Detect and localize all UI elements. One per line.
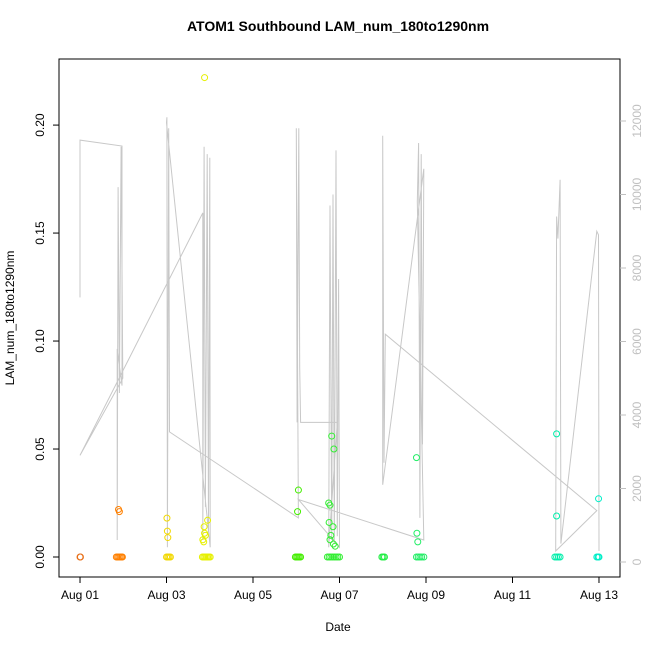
data-point bbox=[201, 529, 209, 537]
data-point bbox=[294, 486, 302, 494]
data-point bbox=[294, 508, 302, 516]
data-point bbox=[163, 514, 171, 522]
x-tick-label: Aug 07 bbox=[320, 588, 358, 602]
y2-tick-label: 12000 bbox=[630, 104, 644, 138]
y-tick-label: 0.05 bbox=[33, 437, 47, 461]
y2-tick-label: 0 bbox=[630, 558, 644, 565]
data-point bbox=[326, 536, 334, 544]
x-tick-label: Aug 13 bbox=[580, 588, 618, 602]
data-point bbox=[164, 534, 172, 542]
data-point bbox=[115, 508, 123, 516]
data-point bbox=[414, 538, 422, 546]
data-line bbox=[79, 117, 600, 553]
data-point bbox=[553, 512, 561, 520]
x-tick-label: Aug 11 bbox=[494, 588, 531, 602]
y-tick-label: 0.20 bbox=[33, 113, 47, 137]
data-point bbox=[331, 542, 339, 550]
y2-tick-label: 6000 bbox=[630, 328, 644, 355]
data-point bbox=[327, 531, 335, 539]
y2-tick-label: 2000 bbox=[630, 475, 644, 502]
data-point bbox=[412, 454, 420, 462]
data-point bbox=[201, 74, 209, 82]
y-tick-label: 0.00 bbox=[33, 545, 47, 569]
data-point bbox=[200, 538, 208, 546]
data-point bbox=[326, 501, 334, 509]
data-point bbox=[595, 553, 603, 561]
data-point bbox=[204, 516, 212, 524]
data-point bbox=[556, 553, 564, 561]
data-point bbox=[166, 553, 174, 561]
data-point bbox=[163, 527, 171, 535]
data-point bbox=[76, 553, 84, 561]
data-point bbox=[330, 445, 338, 453]
chart-title: ATOM1 Southbound LAM_num_180to1290nm bbox=[187, 18, 489, 34]
data-point bbox=[420, 553, 428, 561]
x-tick-label: Aug 05 bbox=[234, 588, 272, 602]
x-axis-label: Date bbox=[325, 620, 351, 634]
x-tick-label: Aug 03 bbox=[147, 588, 185, 602]
data-point bbox=[329, 540, 337, 548]
data-point bbox=[118, 553, 126, 561]
y-tick-label: 0.10 bbox=[33, 329, 47, 353]
y2-tick-label: 10000 bbox=[630, 177, 644, 211]
data-point bbox=[328, 432, 336, 440]
data-point bbox=[206, 553, 214, 561]
y2-tick-label: 8000 bbox=[630, 254, 644, 281]
data-point bbox=[200, 523, 208, 531]
data-point bbox=[380, 553, 388, 561]
y2-tick-label: 4000 bbox=[630, 401, 644, 428]
x-tick-label: Aug 01 bbox=[61, 588, 99, 602]
x-tick-label: Aug 09 bbox=[407, 588, 445, 602]
data-point bbox=[413, 529, 421, 537]
data-point bbox=[297, 553, 305, 561]
y-axis-label: LAM_num_180to1290nm bbox=[3, 251, 17, 386]
data-point bbox=[418, 553, 426, 561]
data-point bbox=[329, 523, 337, 531]
data-point bbox=[336, 553, 343, 561]
data-point bbox=[595, 495, 603, 503]
data-point bbox=[325, 518, 333, 526]
y-tick-label: 0.15 bbox=[33, 221, 47, 245]
data-point bbox=[553, 430, 561, 438]
